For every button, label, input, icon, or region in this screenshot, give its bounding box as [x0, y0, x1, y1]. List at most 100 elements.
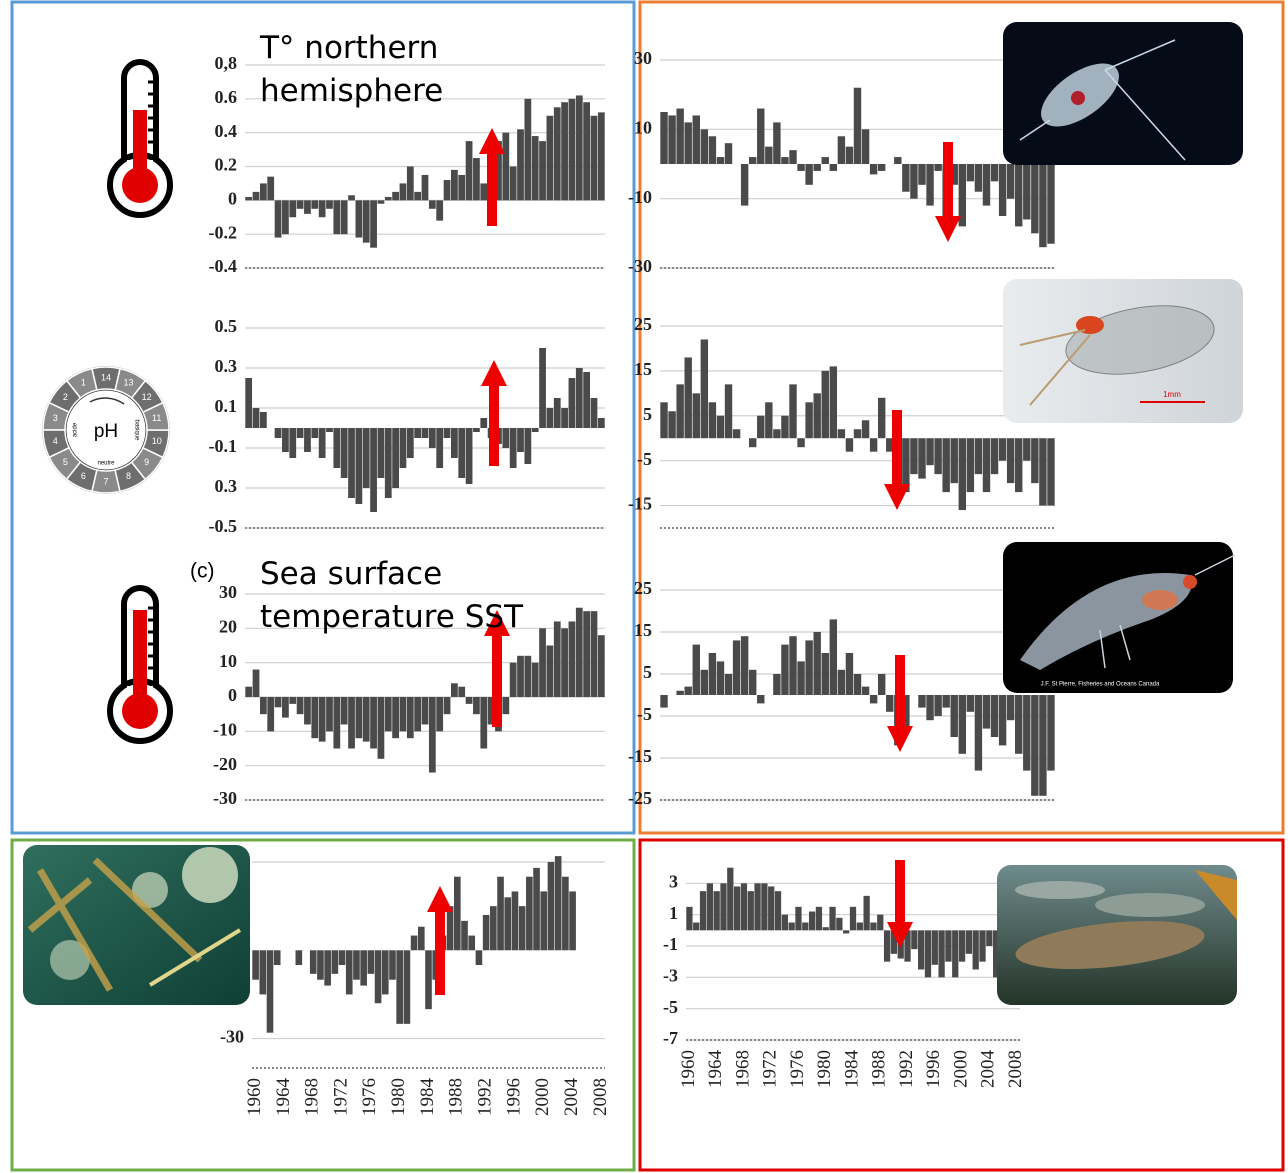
- y-tick-label: 0: [228, 188, 237, 208]
- x-tick-label: 2000: [532, 1078, 553, 1116]
- bar: [693, 115, 700, 164]
- bar: [693, 645, 700, 695]
- bar: [734, 886, 740, 930]
- bar: [451, 170, 458, 200]
- bar: [341, 428, 348, 478]
- bar: [414, 697, 421, 731]
- bar: [517, 656, 524, 697]
- bar: [400, 697, 407, 731]
- photo-diatoms: [23, 845, 250, 1005]
- bar: [297, 200, 304, 208]
- bar: [781, 645, 788, 695]
- bar: [685, 122, 692, 164]
- ph-number: 13: [124, 378, 134, 388]
- bar: [857, 923, 863, 931]
- y-tick-label: -0.4: [209, 256, 238, 276]
- bar: [583, 102, 590, 200]
- bar: [991, 695, 998, 737]
- thermometer-icon: [110, 62, 170, 215]
- bar: [282, 697, 289, 718]
- bar: [289, 697, 296, 704]
- y-tick-label: -0.1: [209, 436, 238, 456]
- y-tick-label: -5: [663, 997, 678, 1017]
- bar: [676, 109, 683, 164]
- bar: [902, 164, 909, 192]
- bar: [999, 695, 1006, 745]
- ph-number: 14: [101, 372, 111, 382]
- bar: [333, 428, 340, 468]
- bar: [400, 183, 407, 200]
- bar: [400, 428, 407, 468]
- bar: [938, 930, 944, 977]
- ph-basic: basique: [133, 419, 139, 441]
- ph-number: 10: [152, 436, 162, 446]
- bar: [332, 950, 339, 974]
- bar: [1015, 695, 1022, 754]
- bar: [701, 339, 708, 438]
- bar: [741, 636, 748, 695]
- bar: [275, 428, 282, 438]
- bar: [805, 402, 812, 438]
- page: {"chart_data": [ {"type": "bar", "annota…: [0, 0, 1288, 1173]
- bar: [999, 164, 1006, 216]
- bar: [741, 883, 747, 930]
- scale-label: 1mm: [1163, 390, 1181, 399]
- bar: [1031, 438, 1038, 483]
- bar: [789, 923, 795, 931]
- bar: [805, 640, 812, 695]
- y-tick-label: -20: [213, 754, 237, 774]
- ph-number: 6: [81, 471, 86, 481]
- bar: [725, 384, 732, 438]
- bar: [878, 164, 885, 171]
- y-tick-label: -3: [663, 965, 678, 985]
- bar: [524, 428, 531, 464]
- bar: [245, 378, 252, 428]
- bar: [319, 200, 326, 217]
- x-tick-label: 1988: [446, 1078, 467, 1116]
- bar: [757, 416, 764, 438]
- bar: [717, 157, 724, 164]
- bar: [725, 674, 732, 695]
- bar: [480, 697, 487, 749]
- bar: [598, 635, 605, 697]
- bar: [813, 164, 820, 171]
- bar: [422, 428, 429, 438]
- x-tick-label: 2008: [1005, 1050, 1026, 1088]
- bar: [510, 167, 517, 201]
- bar: [447, 906, 454, 950]
- bar: [926, 695, 933, 720]
- bar: [951, 438, 958, 483]
- x-tick-label: 1960: [244, 1078, 265, 1116]
- x-tick-label: 1968: [732, 1050, 753, 1088]
- bar: [668, 411, 675, 438]
- y-tick-label: 5: [643, 404, 652, 424]
- bar: [473, 428, 480, 432]
- bar: [761, 883, 767, 930]
- bar: [317, 950, 324, 979]
- bar: [540, 891, 547, 950]
- bar: [480, 418, 487, 428]
- bar: [775, 891, 781, 930]
- bar: [1031, 164, 1038, 233]
- y-tick-label: 0.6: [215, 87, 238, 107]
- bar: [355, 200, 362, 237]
- bar: [326, 428, 333, 432]
- bar: [311, 200, 318, 208]
- bar: [392, 428, 399, 488]
- y-tick-label: -0.2: [209, 222, 238, 242]
- x-tick-label: 1992: [896, 1050, 917, 1088]
- bar: [975, 164, 982, 192]
- bar: [934, 695, 941, 716]
- bar: [802, 923, 808, 931]
- bar: [725, 143, 732, 164]
- bar: [532, 136, 539, 200]
- bar: [502, 697, 509, 714]
- bar: [591, 398, 598, 428]
- bar: [355, 697, 362, 738]
- y-tick-label: -10: [628, 187, 652, 207]
- bar: [1047, 164, 1054, 244]
- bar: [910, 438, 917, 474]
- bar: [809, 912, 815, 931]
- bar: [368, 950, 375, 974]
- chart: 0,80.60.40.20-0.2-0.40.50.30.1-0.10.3-0.…: [0, 0, 1288, 1173]
